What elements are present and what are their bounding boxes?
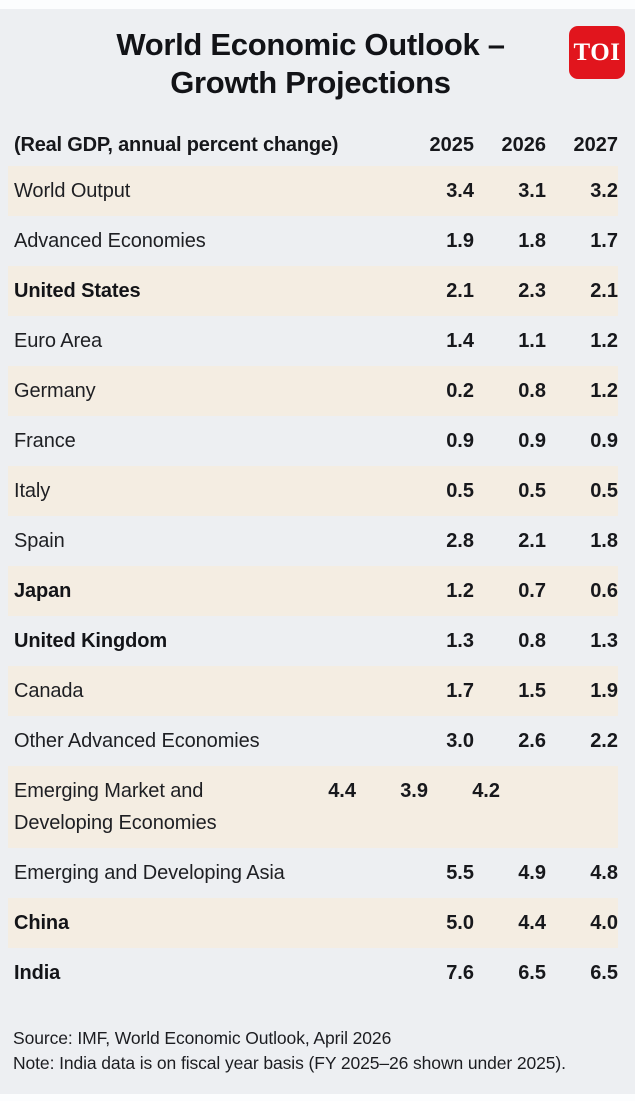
table-row: Italy 0.5 0.5 0.5 — [8, 466, 618, 516]
table-row: India 7.6 6.5 6.5 — [8, 948, 618, 998]
row-value: 1.8 — [590, 529, 618, 552]
row-label: France — [14, 429, 76, 452]
table-row: Germany 0.2 0.8 1.2 — [8, 366, 618, 416]
bottom-white-strip — [0, 1094, 635, 1101]
row-value: 1.9 — [590, 679, 618, 702]
source-text: Source: IMF, World Economic Outlook, Apr… — [13, 1028, 392, 1048]
page-title-line1: World Economic Outlook – — [116, 27, 505, 62]
row-value: 2.1 — [590, 279, 618, 302]
row-label: United States — [14, 279, 141, 302]
row-value: 0.5 — [518, 479, 546, 502]
table-row: United States 2.1 2.3 2.1 — [8, 266, 618, 316]
projections-table: World Output 3.4 3.1 3.2 Advanced Economies 1… — [8, 166, 618, 998]
row-value: 0.8 — [518, 379, 546, 402]
table-row: Spain 2.8 2.1 1.8 — [8, 516, 618, 566]
row-label: Germany — [14, 379, 96, 402]
row-value: 2.1 — [518, 529, 546, 552]
row-label: Other Advanced Economies — [14, 729, 260, 752]
row-value: 1.8 — [518, 229, 546, 252]
row-value: 0.8 — [518, 629, 546, 652]
row-label: India — [14, 961, 61, 984]
row-value: 1.4 — [446, 329, 474, 352]
row-value: 3.1 — [518, 179, 546, 202]
toi-logo: TOI — [569, 26, 625, 79]
page-title-line2: Growth Projections — [170, 65, 451, 100]
row-value: 1.2 — [590, 329, 618, 352]
row-value: 3.2 — [590, 179, 618, 202]
header: World Economic Outlook – Growth Projectio… — [0, 0, 635, 102]
row-value: 2.2 — [590, 729, 618, 752]
row-value: 6.5 — [590, 961, 618, 984]
row-value: 4.9 — [518, 861, 546, 884]
row-value: 0.6 — [590, 579, 618, 602]
row-value: 0.9 — [446, 429, 474, 452]
table-row: China 5.0 4.4 4.0 — [8, 898, 618, 948]
table-row: Japan 1.2 0.7 0.6 — [8, 566, 618, 616]
table-row: Euro Area 1.4 1.1 1.2 — [8, 316, 618, 366]
row-value: 7.6 — [446, 961, 474, 984]
row-label: Spain — [14, 529, 65, 552]
row-label: Canada — [14, 679, 84, 702]
row-value: 1.3 — [590, 629, 618, 652]
table-row: Other Advanced Economies 3.0 2.6 2.2 — [8, 716, 618, 766]
table-row: World Output 3.4 3.1 3.2 — [8, 166, 618, 216]
row-value: 3.0 — [446, 729, 474, 752]
table-row: Canada 1.7 1.5 1.9 — [8, 666, 618, 716]
row-value: 0.7 — [518, 579, 546, 602]
row-value: 1.9 — [446, 229, 474, 252]
row-value: 5.5 — [446, 861, 474, 884]
row-value: 1.1 — [518, 329, 546, 352]
row-label: Emerging Market and Developing Economies — [14, 780, 217, 834]
row-value: 2.3 — [518, 279, 546, 302]
row-value: 4.2 — [472, 780, 500, 802]
row-value: 1.5 — [518, 679, 546, 702]
row-label: Advanced Economies — [14, 229, 206, 252]
row-value: 4.4 — [328, 780, 356, 802]
year-header-2026: 2026 — [501, 133, 547, 156]
row-value: 4.0 — [590, 911, 618, 934]
row-value: 0.9 — [518, 429, 546, 452]
page-title: World Economic Outlook – Growth Projectio… — [0, 0, 635, 102]
note-text: Note: India data is on fiscal year basis… — [13, 1053, 566, 1073]
table-row: Emerging Market and Developing Economies… — [8, 766, 618, 848]
row-value: 1.7 — [446, 679, 474, 702]
row-value: 0.2 — [446, 379, 474, 402]
row-value: 3.4 — [446, 179, 474, 202]
row-value: 6.5 — [518, 961, 546, 984]
row-value: 1.2 — [446, 579, 474, 602]
table-row: Emerging and Developing Asia 5.5 4.9 4.8 — [8, 848, 618, 898]
top-white-strip — [0, 0, 635, 9]
row-label: Emerging and Developing Asia — [14, 861, 285, 884]
row-label: Japan — [14, 579, 72, 602]
row-label: Euro Area — [14, 329, 103, 352]
row-value: 4.8 — [590, 861, 618, 884]
row-value: 1.7 — [590, 229, 618, 252]
table-row: United Kingdom 1.3 0.8 1.3 — [8, 616, 618, 666]
row-value: 1.2 — [590, 379, 618, 402]
row-value: 0.5 — [446, 479, 474, 502]
table-row: France 0.9 0.9 0.9 — [8, 416, 618, 466]
row-value: 3.9 — [400, 780, 428, 802]
row-value: 5.0 — [446, 911, 474, 934]
table-row: Advanced Economies 1.9 1.8 1.7 — [8, 216, 618, 266]
year-header-2027: 2027 — [573, 133, 619, 156]
row-value: 2.6 — [518, 729, 546, 752]
row-label: World Output — [14, 179, 131, 202]
row-value: 4.4 — [518, 911, 546, 934]
year-header-2025: 2025 — [429, 133, 475, 156]
row-value: 0.5 — [590, 479, 618, 502]
footer: Source: IMF, World Economic Outlook, Apr… — [13, 1026, 621, 1076]
row-label: Italy — [14, 479, 51, 502]
row-value: 0.9 — [590, 429, 618, 452]
row-value: 2.1 — [446, 279, 474, 302]
table-column-header: (Real GDP, annual percent change) 2025 2… — [8, 130, 618, 160]
table-subtitle: (Real GDP, annual percent change) — [14, 133, 339, 156]
row-value: 1.3 — [446, 629, 474, 652]
row-value: 2.8 — [446, 529, 474, 552]
row-label: United Kingdom — [14, 629, 168, 652]
row-label: China — [14, 911, 70, 934]
